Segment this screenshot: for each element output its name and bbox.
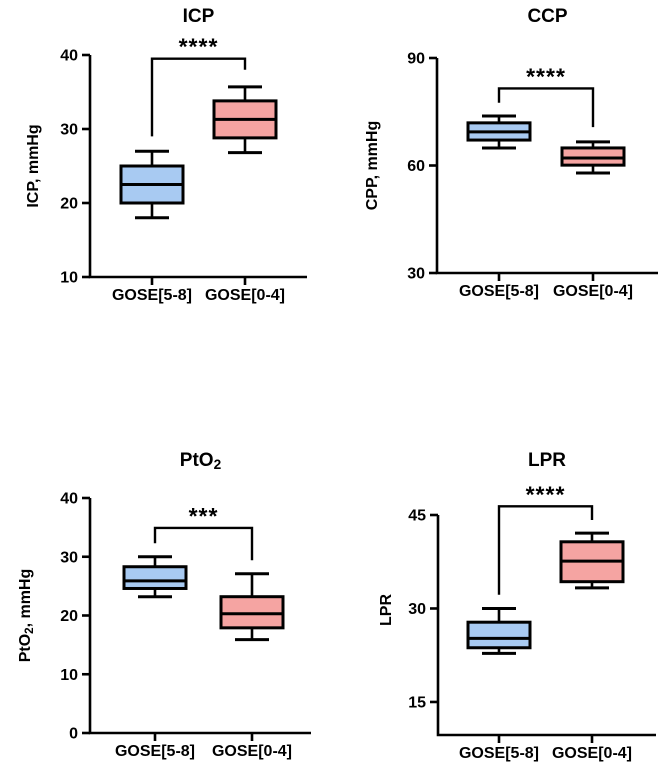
significance-bracket	[150, 57, 247, 137]
y-tick-label: 20	[60, 608, 78, 625]
boxplot-gose-0-4	[560, 140, 626, 175]
chart-title: PtO2	[180, 450, 222, 472]
boxplot-gose-5-8	[119, 149, 185, 220]
y-tick-label: 30	[408, 601, 426, 618]
y-tick-label: 90	[407, 51, 425, 68]
boxplot-gose-0-4	[219, 572, 285, 642]
significance-stars: ***	[189, 503, 219, 529]
chart-panel-ccp: CCP 30 60 90 CPP, mmHg GOSE[5-8] GOSE[0-4] ****	[364, 6, 658, 300]
iqr-box	[122, 565, 188, 590]
chart-panel-icp: ICP 10 20 30 40 ICP, mmHg GOSE[5-8] GOSE[0-4] **…	[25, 6, 307, 304]
y-tick-label: 30	[60, 122, 78, 139]
y-tick-label: 30	[60, 549, 78, 566]
significance-bracket	[497, 87, 595, 128]
y-tick-label: 45	[408, 508, 426, 525]
boxplot-gose-5-8	[466, 606, 532, 655]
boxplot-gose-5-8	[122, 555, 188, 599]
axis-lines	[436, 515, 656, 737]
y-tick-label: 20	[60, 196, 78, 213]
y-axis-label: PtO2, mmHg	[17, 569, 36, 663]
y-tick-label: 10	[60, 667, 78, 684]
y-axis-label: CPP, mmHg	[364, 121, 381, 211]
y-tick-label: 30	[407, 266, 425, 283]
significance-stars: ****	[526, 481, 566, 507]
significance-stars: ****	[179, 34, 219, 60]
x-category-label: GOSE[5-8]	[112, 287, 192, 304]
y-tick-label: 0	[69, 726, 78, 743]
x-category-label: GOSE[5-8]	[459, 745, 539, 762]
x-category-label: GOSE[0-4]	[205, 287, 285, 304]
chart-title: LPR	[528, 450, 566, 471]
chart-panel-pto2: PtO2 0 10 20 30 40 PtO2, mmHg GOSE[5-8] GOSE[0-4…	[17, 450, 311, 760]
x-category-label: GOSE[0-4]	[553, 283, 633, 300]
boxplot-gose-5-8	[466, 114, 532, 150]
significance-bracket	[153, 526, 254, 561]
y-tick-label: 15	[408, 694, 426, 711]
x-category-label: GOSE[0-4]	[552, 745, 632, 762]
y-tick-label: 40	[60, 491, 78, 508]
y-tick-label: 40	[60, 48, 78, 65]
y-tick-label: 60	[407, 158, 425, 175]
y-tick-label: 10	[60, 270, 78, 287]
boxplot-gose-0-4	[212, 85, 278, 155]
y-axis-label: LPR	[378, 594, 395, 626]
significance-bracket	[497, 505, 594, 595]
x-category-label: GOSE[5-8]	[115, 743, 195, 760]
x-category-label: GOSE[0-4]	[212, 743, 292, 760]
y-axis-label: ICP, mmHg	[25, 124, 42, 207]
boxplot-gose-0-4	[559, 531, 625, 590]
iqr-box	[466, 620, 532, 650]
chart-title: ICP	[183, 6, 215, 27]
chart-panel-lpr: LPR 15 30 45 LPR GOSE[5-8] GOSE[0-4] ****	[378, 450, 656, 762]
x-category-label: GOSE[5-8]	[459, 283, 539, 300]
significance-stars: ****	[526, 63, 566, 89]
chart-title: CCP	[527, 6, 567, 27]
